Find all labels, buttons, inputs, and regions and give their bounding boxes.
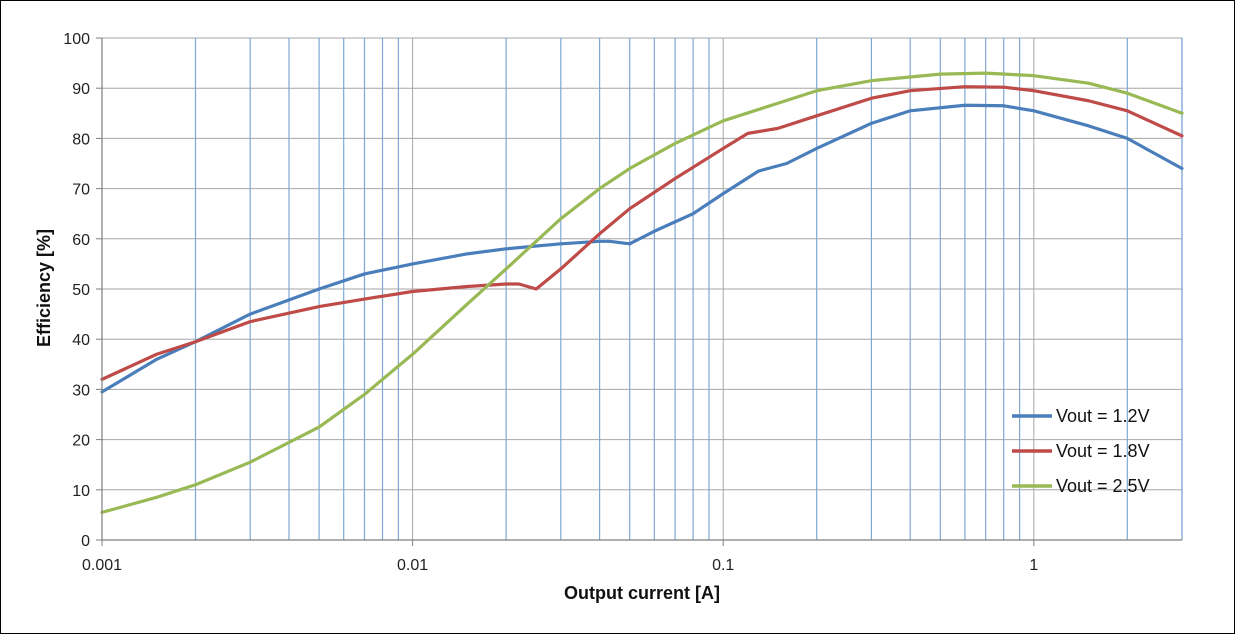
legend-label-1: Vout = 1.2V [1056, 406, 1150, 426]
x-tick-label: 0.1 [712, 557, 734, 574]
grid [101, 37, 1183, 541]
x-tick-label: 1 [1029, 557, 1038, 574]
y-tick-label: 60 [72, 232, 90, 249]
series-line-1 [100, 103, 1184, 394]
y-tick-label: 90 [72, 81, 90, 98]
y-tick-label: 20 [72, 433, 90, 450]
y-tick-label: 70 [72, 182, 90, 199]
y-tick-label: 40 [72, 332, 90, 349]
y-axis-title: Efficiency [%] [34, 229, 54, 347]
legend-label-2: Vout = 1.8V [1056, 441, 1150, 461]
legend: Vout = 1.2V Vout = 1.8V Vout = 2.5V [1012, 406, 1150, 496]
series-line-2 [100, 85, 1184, 381]
y-tick-label: 50 [72, 282, 90, 299]
y-tick-label: 10 [72, 483, 90, 500]
x-axis-title: Output current [A] [564, 583, 720, 603]
y-tick-label: 100 [63, 31, 90, 48]
series-line-3 [100, 71, 1184, 514]
legend-label-3: Vout = 2.5V [1056, 476, 1150, 496]
axes: 0 10 20 30 40 50 60 70 80 90 100 0.001 0.01 0.1 1 [63, 31, 1182, 574]
y-tick-label: 0 [81, 533, 90, 550]
y-tick-label: 80 [72, 131, 90, 148]
x-tick-label: 0.01 [397, 557, 428, 574]
y-tick-label: 30 [72, 382, 90, 399]
series-lines [100, 71, 1184, 514]
x-tick-label: 0.001 [82, 557, 122, 574]
